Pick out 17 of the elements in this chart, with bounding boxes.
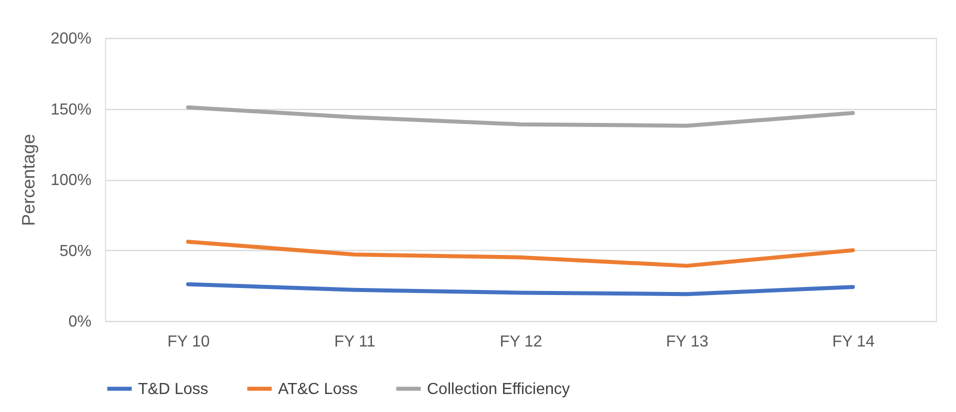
legend-label: Collection Efficiency — [427, 380, 570, 398]
x-tick-label: FY 10 — [167, 334, 210, 350]
x-tick-label: FY 13 — [666, 334, 708, 350]
y-tick-label: 200% — [50, 30, 92, 48]
y-tick-label: 100% — [50, 172, 92, 189]
line-series — [186, 282, 855, 296]
legend-label: T&D Loss — [138, 380, 208, 398]
line-series — [186, 105, 855, 128]
y-tick-label: 50% — [59, 242, 92, 260]
x-tick-label: FY 12 — [500, 334, 542, 350]
line-series — [186, 240, 855, 268]
y-tick-label: 0% — [68, 314, 92, 330]
y-axis-title: Percentage — [18, 134, 39, 226]
x-tick-label: FY 14 — [832, 334, 875, 350]
y-tick-label: 150% — [50, 101, 92, 118]
legend-label: AT&C Loss — [278, 380, 358, 398]
x-tick-label: FY 11 — [334, 334, 376, 350]
